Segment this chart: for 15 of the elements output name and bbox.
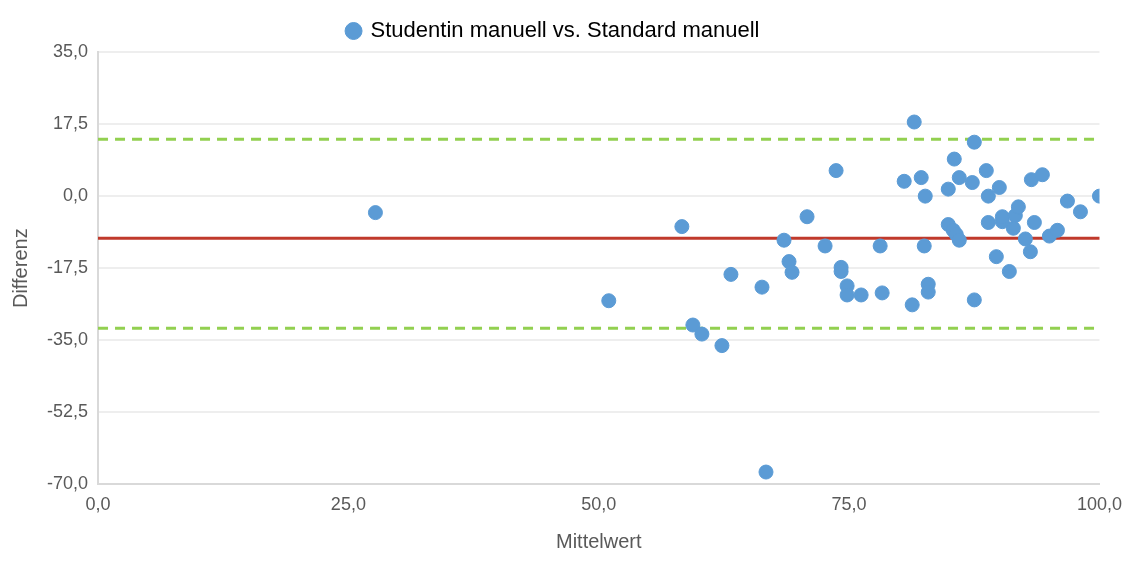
y-tick-label: -52,5 [47,401,89,422]
x-tick-label: 75,0 [831,494,867,515]
y-tick-label: 0,0 [63,185,89,206]
y-tick-label: 35,0 [52,40,89,61]
x-tick-label: 0,0 [85,494,111,515]
y-tick-label: -70,0 [47,473,89,494]
x-tick-label: 100,0 [1076,494,1122,515]
legend-label: Studentin manuell vs. Standard manuell [370,17,760,43]
y-axis-title: Differenz [8,228,31,309]
y-tick-label: 17,5 [52,113,89,134]
x-tick-label: 50,0 [581,494,617,515]
x-axis-title: Mittelwert [555,529,642,552]
y-tick-label: -17,5 [47,257,89,278]
y-tick-label: -35,0 [47,329,89,350]
x-tick-label: 25,0 [330,494,366,515]
